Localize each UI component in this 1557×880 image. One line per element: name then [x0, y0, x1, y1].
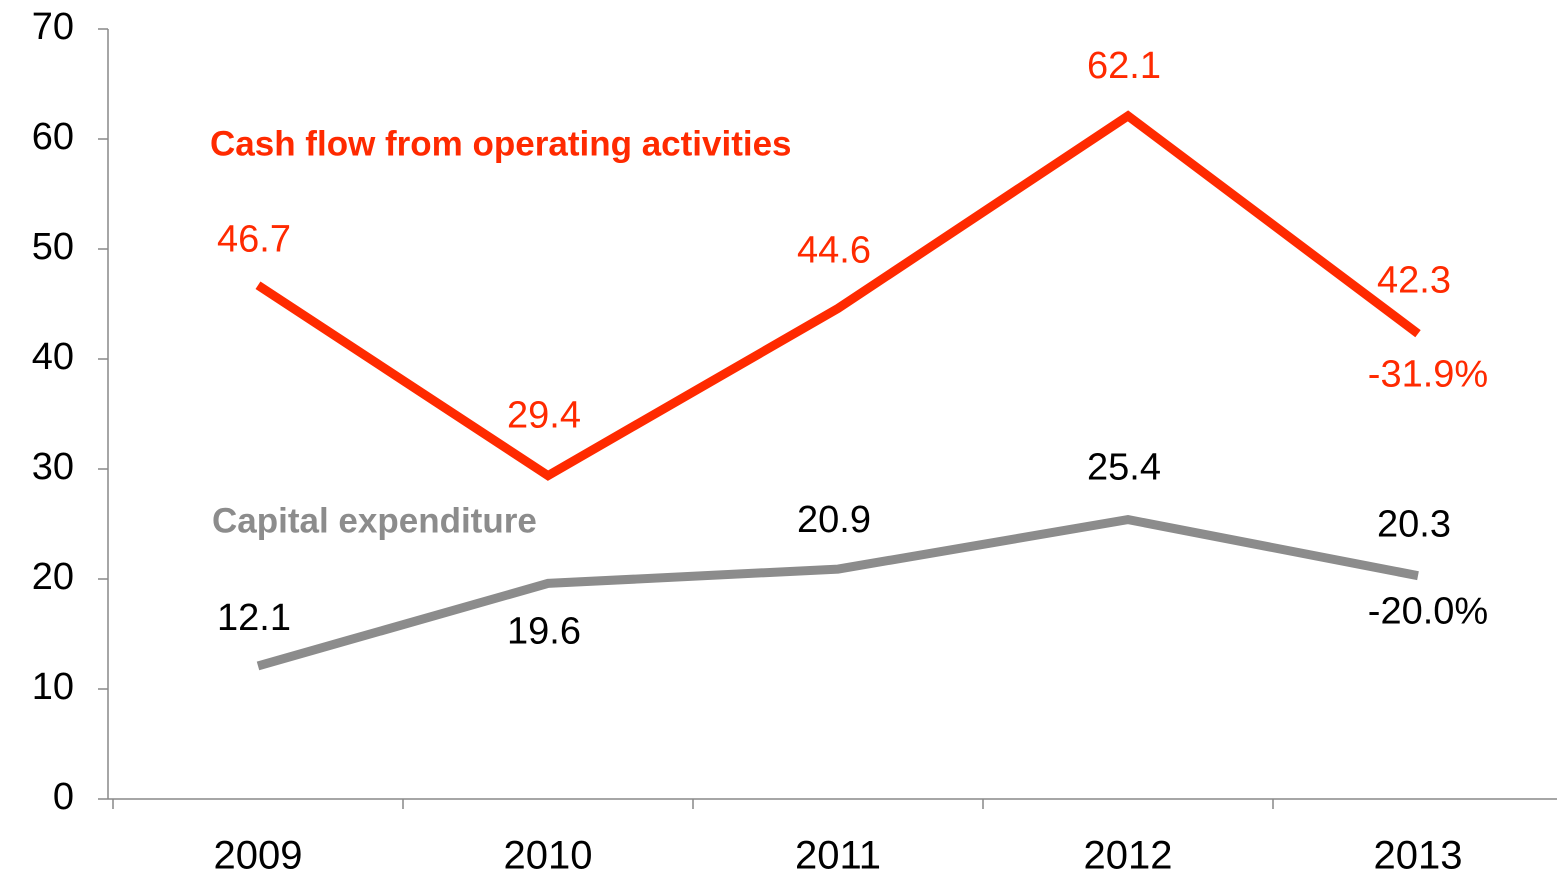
series-line — [256, 515, 1419, 671]
y-tick-label: 70 — [32, 6, 74, 48]
annotation: -31.9% — [1368, 354, 1488, 396]
y-tick-label: 60 — [32, 116, 74, 158]
data-label: 29.4 — [507, 395, 581, 437]
series-name: Capital expenditure — [212, 501, 537, 540]
series-line — [255, 110, 1421, 481]
y-tick-label: 0 — [53, 776, 74, 818]
series-name: Cash flow from operating activities — [210, 124, 792, 163]
x-tick-label: 2009 — [214, 834, 303, 878]
y-tick-label: 50 — [32, 226, 74, 268]
x-tick-label: 2012 — [1084, 834, 1173, 878]
data-label: 19.6 — [507, 610, 581, 652]
x-tick-label: 2011 — [795, 834, 881, 878]
x-tick-label: 2010 — [504, 834, 593, 878]
data-label: 25.4 — [1087, 447, 1161, 489]
y-tick-label: 20 — [32, 556, 74, 598]
y-tick-label: 40 — [32, 336, 74, 378]
y-tick-label: 10 — [32, 666, 74, 708]
x-tick-label: 2013 — [1374, 834, 1463, 878]
y-tick-label: 30 — [32, 446, 74, 488]
data-label: 44.6 — [797, 229, 871, 271]
data-label: 46.7 — [217, 218, 291, 260]
data-label: 20.9 — [797, 499, 871, 541]
data-label: 20.3 — [1377, 504, 1451, 546]
data-label: 12.1 — [217, 597, 291, 639]
annotation: -20.0% — [1368, 591, 1488, 633]
data-label: 62.1 — [1087, 45, 1161, 87]
data-label: 42.3 — [1377, 260, 1451, 302]
